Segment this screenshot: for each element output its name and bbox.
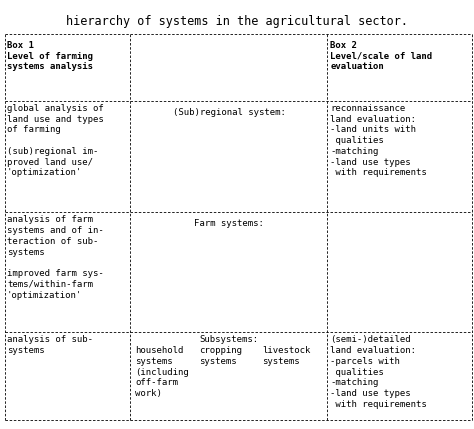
Text: analysis of sub-
systems: analysis of sub- systems — [7, 335, 93, 355]
Text: (semi-)detailed
land evaluation:
-parcels with
 qualities
-matching
-land use ty: (semi-)detailed land evaluation: -parcel… — [330, 335, 427, 409]
Text: cropping
systems: cropping systems — [199, 346, 242, 366]
Text: Subsystems:: Subsystems: — [200, 335, 258, 344]
Text: livestock
systems: livestock systems — [262, 346, 310, 366]
Text: household
systems
(including
off-farm
work): household systems (including off-farm wo… — [135, 346, 189, 398]
Text: Farm systems:: Farm systems: — [194, 219, 264, 228]
Text: Box 2
Level/scale of land
evaluation: Box 2 Level/scale of land evaluation — [330, 41, 432, 71]
Text: (Sub)regional system:: (Sub)regional system: — [173, 108, 285, 117]
Text: Box 1
Level of farming
systems analysis: Box 1 Level of farming systems analysis — [7, 41, 93, 71]
Text: reconnaissance
land evaluation:
-land units with
 qualities
-matching
-land use : reconnaissance land evaluation: -land un… — [330, 104, 427, 177]
Text: analysis of farm
systems and of in-
teraction of sub-
systems

improved farm sys: analysis of farm systems and of in- tera… — [7, 215, 104, 299]
Text: global analysis of
land use and types
of farming

(sub)regional im-
proved land : global analysis of land use and types of… — [7, 104, 104, 177]
Text: hierarchy of systems in the agricultural sector.: hierarchy of systems in the agricultural… — [66, 15, 408, 28]
